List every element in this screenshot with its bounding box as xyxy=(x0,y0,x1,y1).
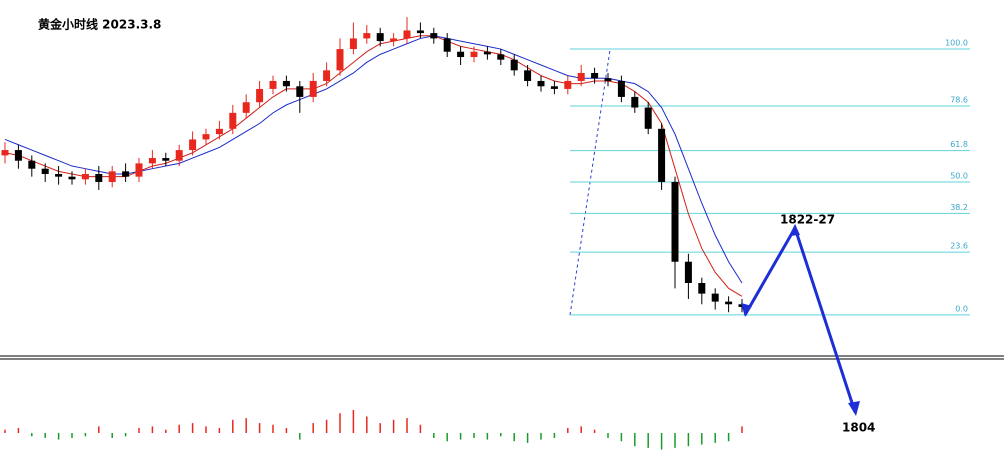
candle-body xyxy=(41,168,49,175)
candle-body xyxy=(28,160,36,169)
candle-body xyxy=(55,174,63,177)
candle-body xyxy=(725,301,733,305)
candle-body xyxy=(443,38,451,52)
candle-body xyxy=(577,72,585,81)
candle-body xyxy=(698,283,706,294)
candle-body xyxy=(403,30,411,39)
candle-body xyxy=(564,80,572,89)
candle-body xyxy=(550,86,558,89)
candle-body xyxy=(363,33,371,39)
candle-body xyxy=(430,33,438,39)
candle-body xyxy=(215,128,223,135)
candle-body xyxy=(148,158,156,164)
candle-body xyxy=(175,150,183,161)
candle-body xyxy=(524,70,532,81)
candle-body xyxy=(604,78,612,81)
candle-body xyxy=(336,49,344,71)
candle-body xyxy=(497,54,505,60)
candle-body xyxy=(457,51,465,58)
candle-body xyxy=(510,59,518,71)
candle-body xyxy=(416,30,424,34)
candle-body xyxy=(349,38,357,50)
fib-anchor-line xyxy=(569,49,611,316)
candle-body xyxy=(684,261,692,284)
candle-body xyxy=(617,80,625,97)
annotation: 1822-27 xyxy=(780,213,835,227)
candle-body xyxy=(81,174,89,180)
candle-body xyxy=(323,70,331,81)
plot: 100.0 78.6 61.8 50.0 38.2 23.6 0.0 xyxy=(1,17,970,450)
candle-body xyxy=(122,171,130,177)
annotation: 1804 xyxy=(842,421,875,435)
candle-body xyxy=(376,33,384,42)
candle-body xyxy=(658,128,666,182)
arrow-head xyxy=(789,224,800,236)
candle-body xyxy=(1,150,9,156)
candle-body xyxy=(108,171,116,182)
candle-body xyxy=(309,80,317,97)
candle-body xyxy=(162,158,170,161)
candle-body xyxy=(537,80,545,87)
arrow-head xyxy=(848,401,860,416)
candle-body xyxy=(202,134,210,140)
candle-body xyxy=(390,38,398,42)
candle-body xyxy=(242,102,250,113)
candle-body xyxy=(591,72,599,79)
candle-body xyxy=(189,139,197,151)
candle-body xyxy=(95,174,103,182)
candle-body xyxy=(483,51,491,55)
candle-body xyxy=(296,86,304,97)
candle-body xyxy=(269,80,277,89)
candle-body xyxy=(470,51,478,58)
chart-title: 黄金小时线 2023.3.8 xyxy=(38,17,161,32)
arrow-head xyxy=(741,303,752,317)
candle-body xyxy=(256,88,264,103)
candle-body xyxy=(671,181,679,262)
fib-label: 50.0 xyxy=(950,171,968,180)
candle-body xyxy=(644,107,652,129)
fib-label: 23.6 xyxy=(950,242,968,251)
candle-body xyxy=(282,80,290,87)
candle-body xyxy=(135,163,143,177)
candle-body xyxy=(14,150,22,161)
fib-label: 78.6 xyxy=(950,95,968,104)
fib-label: 38.2 xyxy=(950,203,968,212)
candle-body xyxy=(68,176,76,180)
candle-body xyxy=(229,112,237,129)
fib-label: 100.0 xyxy=(945,39,968,48)
fib-label: 0.0 xyxy=(955,304,968,313)
fib-label: 61.8 xyxy=(950,140,968,149)
candle-body xyxy=(711,293,719,302)
candle-body xyxy=(631,96,639,108)
